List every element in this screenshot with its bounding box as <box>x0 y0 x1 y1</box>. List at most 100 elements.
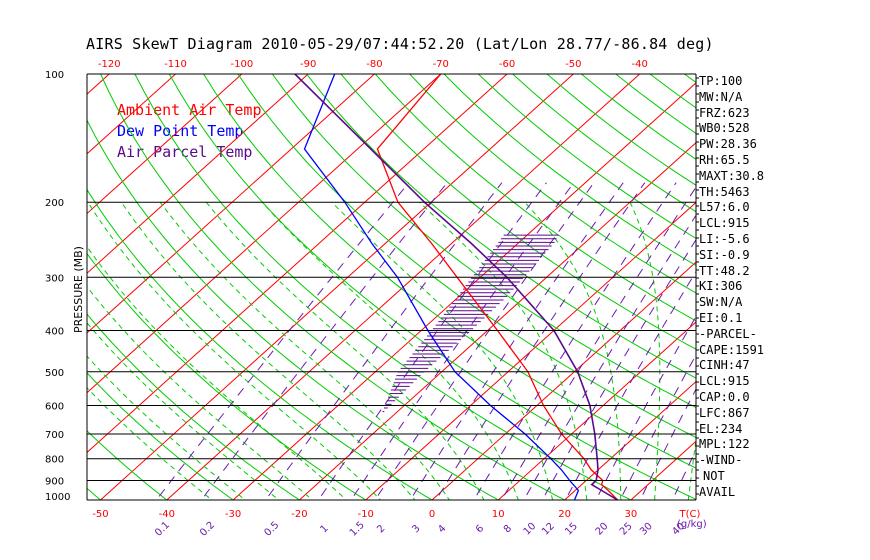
x-tick-label: -40 <box>159 509 175 520</box>
stat-item: SI:-0.9 <box>699 247 750 262</box>
dry-adiabat <box>237 74 696 439</box>
stat-item: EL:234 <box>699 421 743 436</box>
dry-adiabat <box>409 74 696 294</box>
mixing-ratio-line <box>523 214 696 500</box>
x-tick-label: -50 <box>92 509 108 520</box>
y-tick-label: 900 <box>45 477 64 488</box>
stat-item: L57:6.0 <box>699 200 750 215</box>
dry-adiabat <box>340 74 696 350</box>
mixing-ratio-label: 15 <box>563 521 580 538</box>
isotherm-line <box>431 261 696 500</box>
x-top-tick-label: -60 <box>499 59 515 70</box>
stat-item: KI:306 <box>699 279 743 294</box>
mixing-ratio-label: 30 <box>638 521 655 538</box>
mixing-ratio-label: 0.1 <box>153 520 172 539</box>
y-tick-label: 1000 <box>45 492 70 503</box>
mixing-ratio-line <box>155 182 410 500</box>
x-top-tick-label: -100 <box>231 59 254 70</box>
x-tick-label: -30 <box>225 509 241 520</box>
mixing-ratio-unit: (g/kg) <box>677 519 707 530</box>
mixing-ratio-line <box>501 186 696 500</box>
dry-adiabat <box>134 74 633 500</box>
moist-adiabat <box>331 201 554 500</box>
moist-adiabat <box>524 201 622 500</box>
stat-item: MAXT:30.8 <box>699 168 765 183</box>
dry-adiabat <box>443 74 696 267</box>
moist-adiabat <box>87 285 314 500</box>
stat-item: TP:100 <box>699 74 743 88</box>
x-top-tick-label: -120 <box>98 59 121 70</box>
mixing-ratio-line <box>350 182 575 500</box>
isotherm-line <box>299 142 696 500</box>
x-tick-label: 20 <box>558 509 571 520</box>
isotherm-line <box>497 321 696 500</box>
dry-adiabat <box>374 74 696 322</box>
legend-dew-point-temp: Dew Point Temp <box>117 122 244 140</box>
moist-adiabat <box>159 201 450 500</box>
dry-adiabat <box>168 74 696 500</box>
mixing-ratio-label: 8 <box>502 523 514 535</box>
stat-item: EI:0.1 <box>699 311 743 325</box>
dry-adiabat <box>203 74 696 469</box>
y-tick-label: 300 <box>45 273 64 284</box>
y-tick-label: 700 <box>45 430 64 441</box>
mixing-ratio-label: 0.5 <box>262 520 281 539</box>
moist-adiabat <box>87 355 246 500</box>
moist-adiabat <box>205 201 485 500</box>
x-top-tick-label: -40 <box>631 59 647 70</box>
mixing-ratio-label: 2 <box>375 523 387 535</box>
isotherm-line <box>100 74 574 500</box>
stat-item: LI:-5.6 <box>699 232 750 246</box>
x-tick-label: 30 <box>625 509 638 520</box>
stat-item: LCL:915 <box>699 374 750 389</box>
dry-adiabat <box>87 313 301 500</box>
isotherm-line <box>764 74 870 500</box>
mixing-ratio-line <box>541 238 696 500</box>
stat-item: FRZ:623 <box>699 105 750 120</box>
isotherm-line <box>87 74 442 394</box>
isotherm-line <box>87 74 176 155</box>
mixing-ratio-label: 4 <box>436 523 448 535</box>
stat-item: CINH:47 <box>699 358 750 373</box>
legend-ambient-air-temp: Ambient Air Temp <box>117 101 262 119</box>
dry-adiabat <box>87 252 367 500</box>
mixing-ratio-label: 25 <box>618 521 635 538</box>
mixing-ratio-line <box>473 182 677 500</box>
dry-adiabat <box>87 487 102 500</box>
mixing-ratio-line <box>200 182 448 500</box>
mixing-ratio-line <box>435 182 646 500</box>
isotherm-line <box>87 74 309 274</box>
mixing-ratio-label: 20 <box>594 521 611 538</box>
stat-item: CAPE:1591 <box>699 342 765 357</box>
isotherm-line <box>564 380 696 500</box>
isotherm-line <box>87 74 375 334</box>
stat-item: MPL:122 <box>699 437 750 452</box>
isotherm-line <box>87 74 508 454</box>
dry-adiabat <box>477 74 696 239</box>
mixing-ratio-label: 3 <box>410 523 422 535</box>
mixing-ratio-label: 10 <box>522 521 539 538</box>
mixing-ratio-label: 6 <box>474 523 486 535</box>
moist-adiabat <box>87 387 213 500</box>
stat-item: PW:28.36 <box>699 137 757 152</box>
y-tick-label: 100 <box>45 70 64 81</box>
moist-adiabat <box>87 245 348 500</box>
stat-item: LFC:867 <box>699 405 750 420</box>
series-line-2 <box>303 74 580 500</box>
x-tick-label: 0 <box>429 509 435 520</box>
x-top-tick-label: -70 <box>433 59 449 70</box>
mixing-ratio-label: 1.5 <box>348 520 367 539</box>
x-tick-label: 10 <box>492 509 505 520</box>
isotherm-line <box>830 74 870 500</box>
dry-adiabat <box>271 74 696 409</box>
stat-item: MW:N/A <box>699 89 743 104</box>
chart-title: AIRS SkewT Diagram 2010-05-29/07:44:52.2… <box>86 35 714 53</box>
mixing-ratio-line <box>265 182 503 500</box>
x-tick-label: -10 <box>358 509 374 520</box>
stat-item: WB0:528 <box>699 121 750 136</box>
stat-item: -WIND- <box>699 453 743 468</box>
mixing-ratio-line <box>564 270 696 500</box>
moist-adiabat <box>120 201 416 500</box>
y-tick-label: 400 <box>45 326 64 337</box>
